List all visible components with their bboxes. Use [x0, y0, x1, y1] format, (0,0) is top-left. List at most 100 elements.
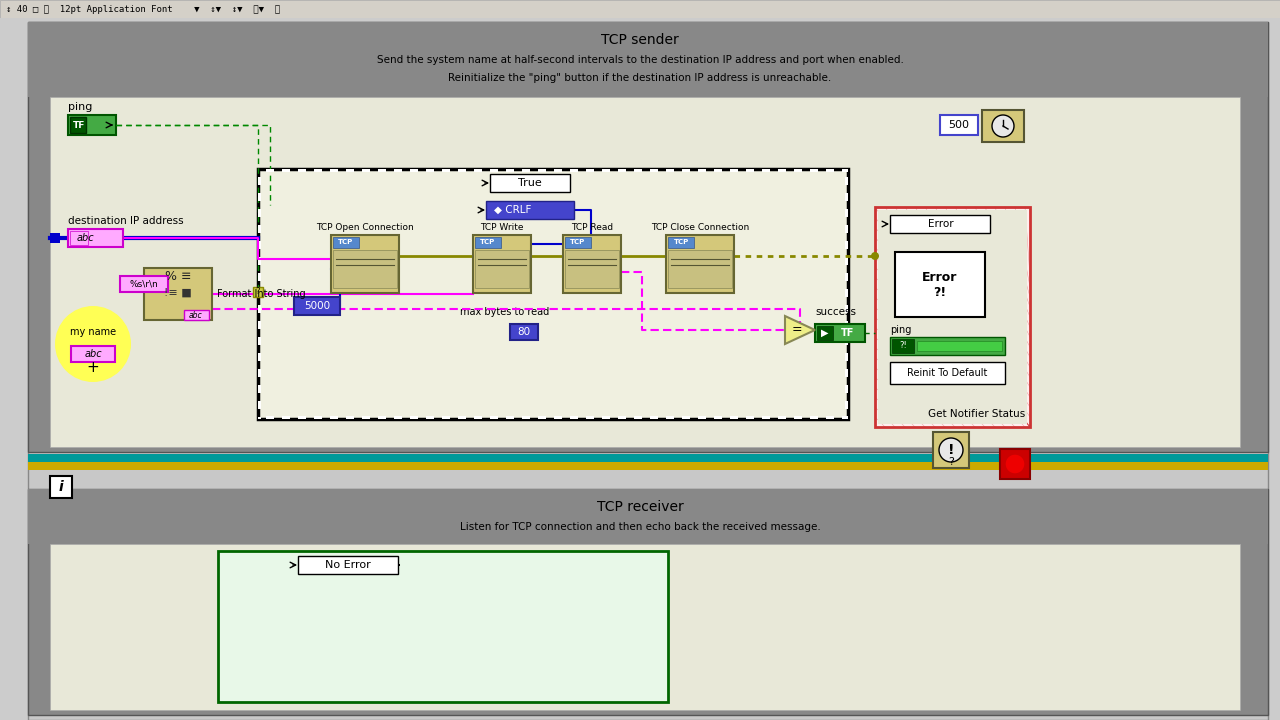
Text: TCP Read: TCP Read	[571, 223, 613, 232]
Text: i: i	[59, 480, 64, 494]
Bar	[762, 169, 771, 172]
Bar	[890, 337, 1005, 355]
Bar	[522, 416, 530, 419]
Text: TCP: TCP	[480, 240, 495, 246]
Bar	[668, 250, 732, 288]
Bar	[28, 22, 1268, 97]
Bar	[845, 401, 849, 409]
Bar	[730, 169, 739, 172]
Bar	[826, 169, 835, 172]
Bar	[282, 416, 291, 419]
Bar	[586, 416, 594, 419]
Bar	[442, 169, 451, 172]
Text: TCP Write: TCP Write	[480, 223, 524, 232]
Bar	[490, 169, 498, 172]
Text: Reinitialize the "ping" button if the destination IP address is unreachable.: Reinitialize the "ping" button if the de…	[448, 73, 832, 83]
Bar	[28, 489, 1268, 544]
Bar	[253, 287, 262, 297]
Bar	[298, 556, 398, 574]
Bar	[294, 297, 340, 315]
Text: ◆ CRLF: ◆ CRLF	[494, 205, 531, 215]
Text: abc: abc	[189, 310, 202, 320]
Bar	[143, 268, 212, 320]
Bar	[28, 462, 1268, 470]
Bar	[618, 169, 626, 172]
Bar	[298, 416, 306, 419]
Bar	[650, 416, 658, 419]
Text: ?: ?	[948, 457, 954, 467]
Bar	[68, 115, 116, 135]
Bar	[70, 231, 88, 245]
Bar	[554, 416, 562, 419]
Bar	[698, 416, 707, 419]
Bar	[845, 321, 849, 329]
Bar	[746, 169, 754, 172]
Bar	[314, 169, 323, 172]
Bar	[259, 369, 261, 377]
Bar	[794, 416, 803, 419]
Text: my name: my name	[70, 327, 116, 337]
Bar	[842, 416, 849, 419]
Text: 80: 80	[517, 327, 531, 337]
Bar	[259, 417, 261, 419]
Text: =: =	[792, 323, 803, 336]
Bar	[259, 321, 261, 329]
Bar	[1000, 449, 1030, 479]
Bar	[259, 337, 261, 345]
Bar	[845, 385, 849, 393]
Bar	[259, 385, 261, 393]
Bar	[845, 369, 849, 377]
Text: 5000: 5000	[303, 301, 330, 311]
Text: TCP Open Connection: TCP Open Connection	[316, 223, 413, 232]
Bar	[845, 177, 849, 185]
Bar	[602, 169, 611, 172]
Bar	[895, 252, 986, 317]
Bar	[474, 416, 483, 419]
Bar	[332, 235, 399, 293]
Bar	[746, 416, 754, 419]
Bar	[876, 207, 1030, 427]
Bar	[538, 416, 547, 419]
Bar	[394, 416, 402, 419]
Text: Error: Error	[928, 219, 954, 229]
Bar	[442, 416, 451, 419]
Text: Get Notifier Status: Get Notifier Status	[928, 409, 1025, 419]
Bar	[330, 416, 338, 419]
Bar	[298, 169, 306, 172]
Text: ?!: ?!	[899, 341, 906, 351]
Bar	[538, 169, 547, 172]
Bar	[845, 305, 849, 313]
Bar	[426, 169, 434, 172]
Bar	[845, 353, 849, 361]
Bar	[933, 432, 969, 468]
Bar	[490, 416, 498, 419]
Bar	[475, 237, 500, 248]
Bar	[259, 273, 261, 281]
Bar	[314, 416, 323, 419]
Bar	[362, 169, 370, 172]
Bar	[845, 337, 849, 345]
Bar	[346, 416, 355, 419]
Text: TCP sender: TCP sender	[602, 33, 678, 47]
Bar	[564, 237, 591, 248]
Bar	[426, 416, 434, 419]
Bar	[845, 289, 849, 297]
Text: % ≡: % ≡	[165, 269, 191, 282]
Bar	[282, 169, 291, 172]
Bar	[815, 324, 865, 342]
Bar	[730, 416, 739, 419]
Text: ▶: ▶	[822, 328, 828, 338]
Bar	[506, 169, 515, 172]
Bar	[0, 0, 1280, 18]
Bar	[259, 257, 261, 265]
Text: Format Into String: Format Into String	[218, 289, 306, 299]
Bar	[522, 169, 530, 172]
Bar	[259, 401, 261, 409]
Text: ↕ 40 □ ⟳  12pt Application Font    ▼  ↕▼  ↕▼  🌐▼  🖼: ↕ 40 □ ⟳ 12pt Application Font ▼ ↕▼ ↕▼ 🌐…	[6, 4, 280, 14]
Bar	[458, 169, 466, 172]
Bar	[878, 210, 1027, 424]
Text: success: success	[815, 307, 856, 317]
Bar	[378, 169, 387, 172]
Bar	[586, 169, 594, 172]
Bar	[28, 454, 1268, 462]
